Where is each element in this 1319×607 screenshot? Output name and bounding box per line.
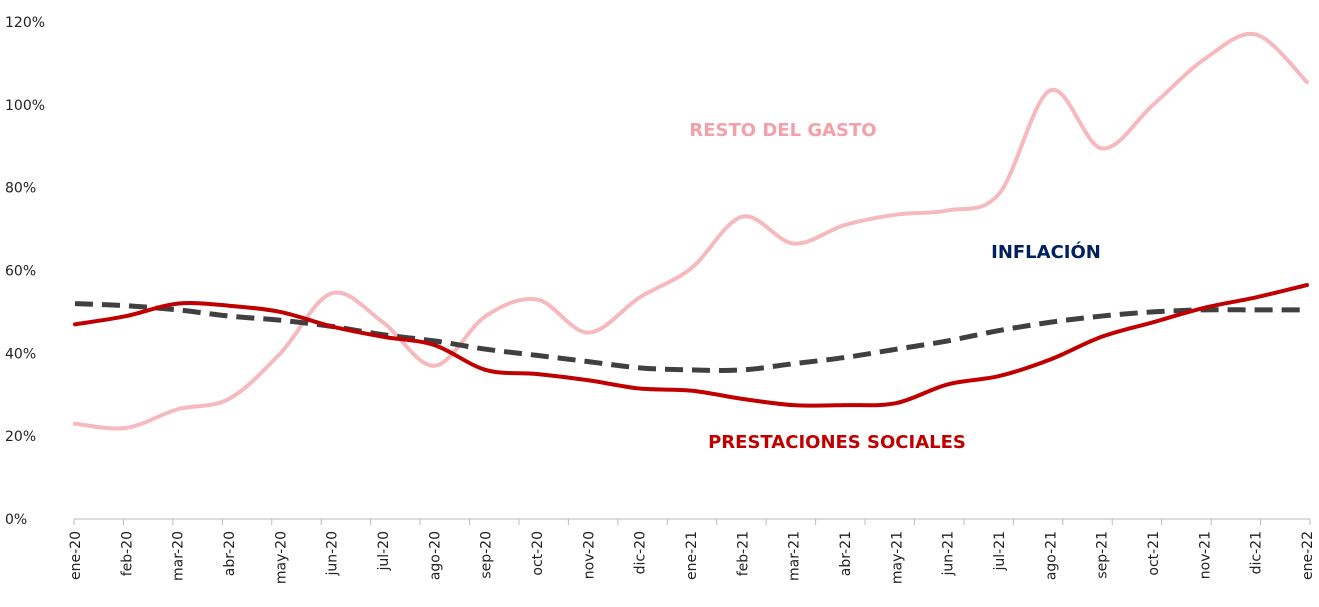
series-label: INFLACIÓN (991, 241, 1101, 263)
series-line (73, 31, 1309, 431)
x-tick-label: abr-20 (222, 531, 238, 576)
series-label: RESTO DEL GASTO (689, 120, 876, 141)
x-tick-label: feb-21 (735, 531, 751, 576)
x-tick-label: ene-21 (684, 531, 700, 580)
x-tick-label: jun-20 (325, 531, 341, 577)
x-tick-label: oct-20 (530, 531, 546, 576)
x-tick-label: nov-20 (581, 531, 597, 579)
x-tick-label: jul-21 (992, 531, 1008, 572)
x-tick-label: may-20 (273, 531, 289, 584)
x-tick-label: dic-21 (1249, 531, 1265, 574)
x-tick-label: ene-22 (1300, 531, 1316, 580)
x-tick-label: sep-21 (1095, 531, 1111, 579)
x-tick-label: dic-20 (633, 531, 649, 574)
x-tick-label: may-21 (889, 531, 905, 584)
x-tick-label: nov-21 (1197, 531, 1213, 579)
y-tick-label: 120% (5, 15, 45, 31)
y-tick-label: 60% (5, 264, 36, 280)
x-tick-label: feb-20 (119, 531, 135, 576)
y-tick-label: 20% (5, 429, 36, 445)
series-line (73, 282, 1309, 408)
series-line (74, 301, 1307, 373)
x-tick-label: ene-20 (68, 531, 84, 580)
y-tick-label: 40% (5, 346, 36, 362)
x-tick-label: jul-20 (376, 531, 392, 572)
y-tick-label: 0% (5, 512, 27, 528)
y-tick-label: 100% (5, 98, 45, 114)
x-tick-label: mar-21 (787, 531, 803, 581)
x-tick-label: ago-21 (1043, 531, 1059, 580)
x-tick-label: jun-21 (941, 531, 957, 577)
x-tick-label: oct-21 (1146, 531, 1162, 576)
x-tick-label: sep-20 (479, 531, 495, 579)
y-tick-label: 80% (5, 181, 36, 197)
x-tick-label: ago-20 (427, 531, 443, 580)
x-tick-label: mar-20 (171, 531, 187, 581)
series-label: PRESTACIONES SOCIALES (708, 432, 966, 453)
x-tick-label: abr-21 (838, 531, 854, 576)
